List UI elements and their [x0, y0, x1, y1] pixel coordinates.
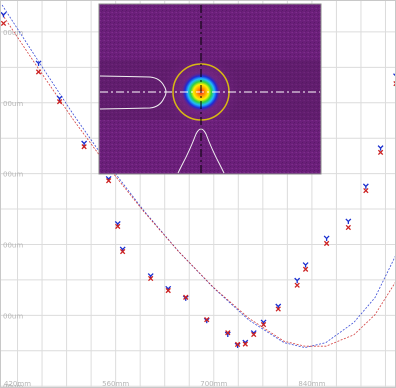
y-tick-label: 00um: [3, 171, 23, 179]
data-point-series-2: [165, 287, 171, 294]
y-tick-label: 00um: [3, 29, 23, 37]
x-tick-label: 560mm: [102, 380, 129, 388]
data-point-series-2: [323, 240, 330, 247]
data-point-series-1: [81, 140, 88, 147]
horizontal-profile-curve: [99, 75, 167, 110]
data-point-series-2: [0, 20, 7, 27]
data-point-series-1: [302, 262, 309, 268]
y-axis: 00um 00um 00um 00um 00um 00um: [3, 29, 23, 388]
fit-curve-series-2: [1, 13, 396, 347]
data-point-series-2: [35, 69, 42, 75]
data-point-series-2: [56, 99, 63, 105]
data-point-series-2: [148, 275, 154, 282]
y-tick-label: 00um: [3, 383, 23, 388]
data-point-series-1: [56, 95, 63, 102]
data-point-series-1: [294, 277, 301, 284]
data-point-series-2: [377, 149, 384, 156]
fit-curve-series-1: [1, 4, 396, 349]
data-point-series-2: [302, 266, 309, 272]
data-point-series-2: [393, 80, 396, 87]
y-tick-label: 00um: [3, 312, 23, 320]
x-axis: 420mm560mm700mm840mm980mm: [4, 380, 326, 388]
data-point-series-1: [323, 235, 330, 241]
beam-profile-inset: [98, 3, 322, 175]
data-point-series-2: [345, 224, 351, 231]
data-point-series-2: [275, 306, 281, 312]
fit-curves: [1, 4, 396, 349]
data-point-series-1: [362, 183, 369, 189]
data-point-series-2: [251, 331, 257, 338]
data-points: [0, 11, 396, 348]
data-point-series-2: [204, 316, 210, 323]
data-point-series-1: [345, 218, 352, 224]
x-tick-label: 700mm: [200, 380, 227, 388]
data-point-series-2: [260, 321, 267, 328]
data-point-series-1: [35, 60, 42, 66]
data-point-series-2: [105, 178, 112, 184]
data-point-series-2: [225, 330, 231, 336]
data-point-series-2: [183, 294, 189, 300]
x-tick-label: 840mm: [298, 380, 325, 388]
data-point-series-2: [294, 282, 300, 288]
data-point-series-2: [119, 248, 126, 255]
data-point-series-2: [234, 341, 241, 348]
vertical-profile-curve: [177, 128, 225, 174]
data-point-series-2: [81, 144, 87, 150]
data-point-series-2: [363, 187, 369, 194]
x-tick-label: 420mm: [4, 380, 31, 388]
y-tick-label: 00um: [3, 241, 23, 249]
data-point-series-1: [0, 11, 7, 18]
y-tick-label: 00um: [3, 100, 23, 108]
data-point-series-2: [115, 223, 121, 230]
data-point-series-1: [377, 145, 384, 151]
data-point-series-2: [242, 341, 248, 347]
